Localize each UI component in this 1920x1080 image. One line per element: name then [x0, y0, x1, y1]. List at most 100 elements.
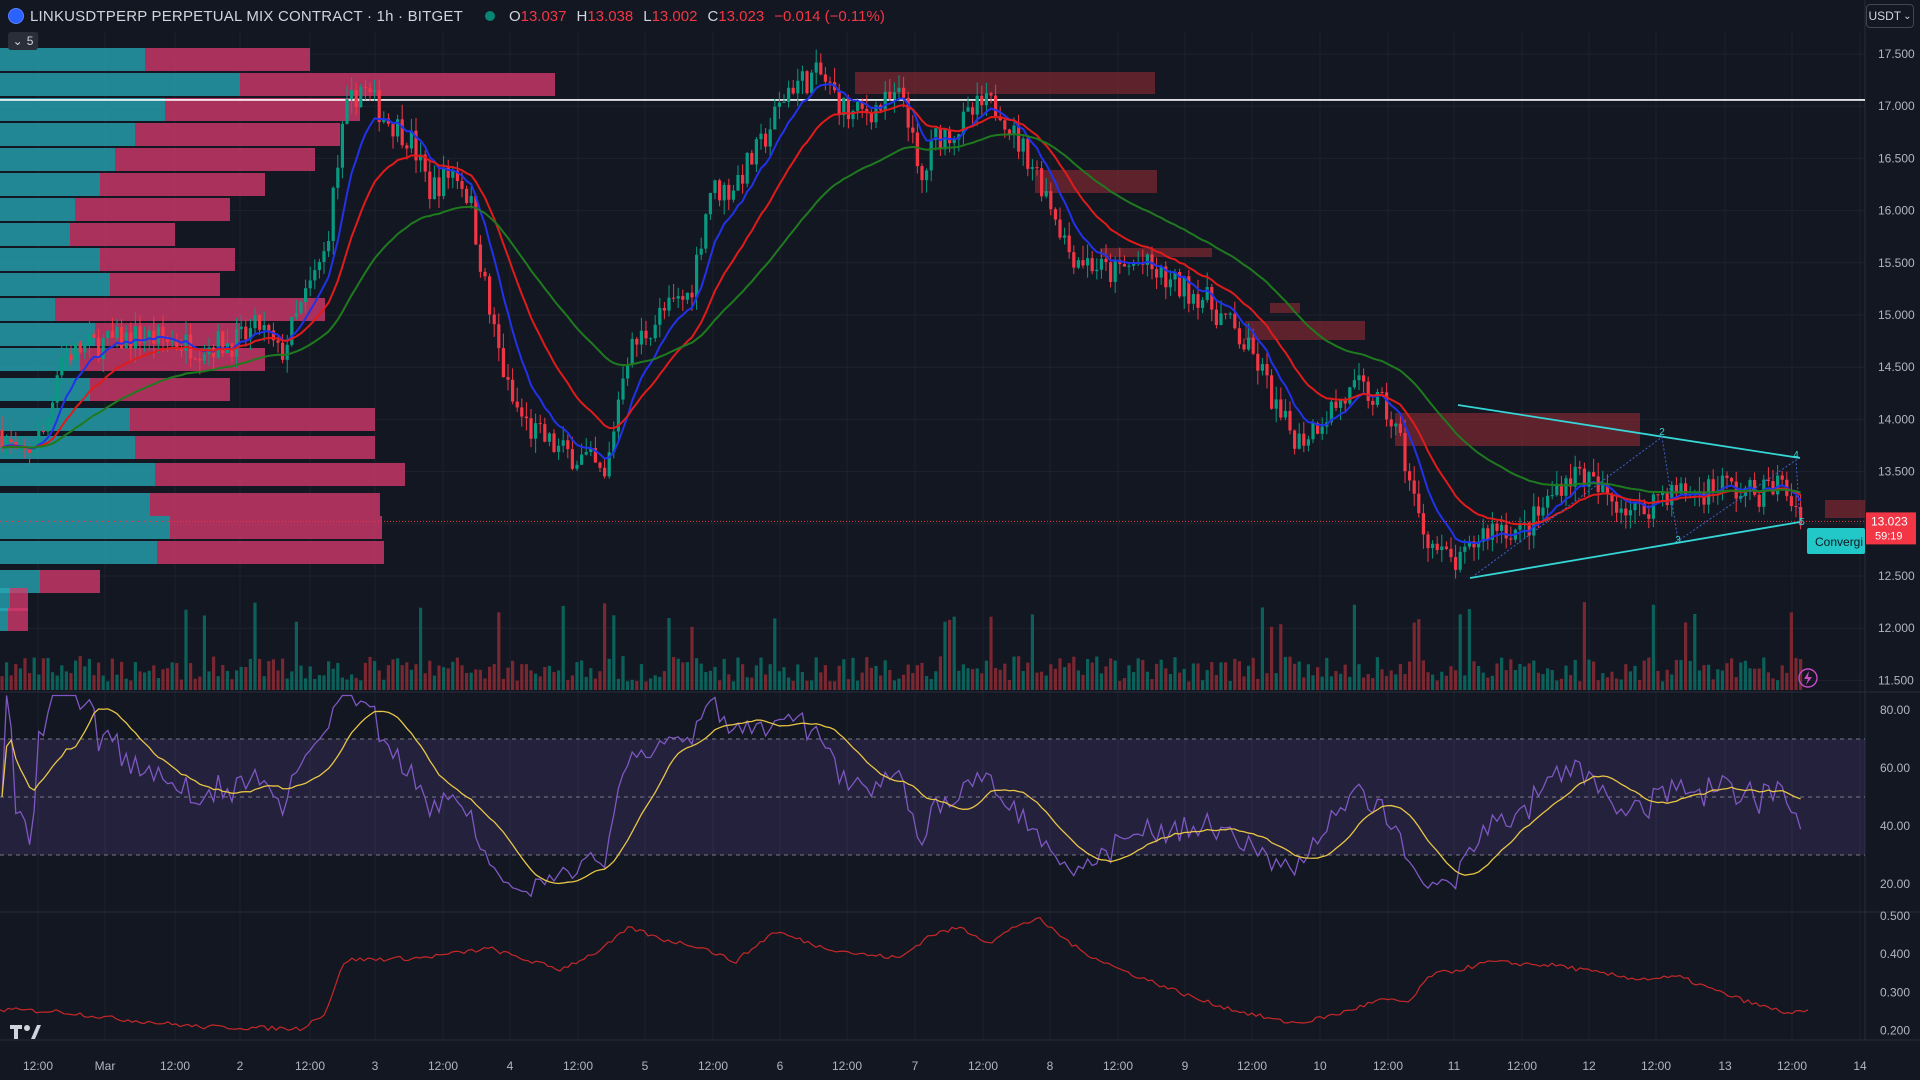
rsi-ma-line[interactable]: [1, 708, 1801, 885]
candle: [32, 443, 36, 458]
volume-bar: [9, 675, 13, 690]
volume-bar: [975, 668, 979, 690]
volume-bar: [23, 658, 27, 690]
candle: [1789, 483, 1793, 512]
candle: [1348, 386, 1352, 406]
candle: [961, 102, 965, 145]
volume-bar: [1076, 670, 1080, 690]
currency-selector[interactable]: USDT ⌄: [1866, 4, 1914, 28]
volume-bar: [1766, 672, 1770, 690]
upper-trendline[interactable]: [1457, 404, 1801, 459]
candle: [515, 387, 519, 412]
symbol-title[interactable]: LINKUSDTPERP PERPETUAL MIX CONTRACT · 1h…: [30, 7, 463, 25]
volume-bar: [281, 658, 285, 690]
ema-fast-line[interactable]: [1, 83, 1802, 545]
candle: [1044, 178, 1048, 199]
vp-up-bar: [0, 463, 155, 486]
price-axis-label: 15.000: [1878, 308, 1915, 322]
volume-bar: [414, 664, 418, 690]
volume-bar: [1743, 660, 1747, 690]
volume-bar: [837, 665, 841, 690]
volume-bar: [124, 678, 128, 690]
candle: [1159, 264, 1163, 285]
time-axis-label: 14: [1853, 1059, 1867, 1073]
candle: [1431, 540, 1435, 559]
volume-bar: [18, 668, 22, 690]
candle: [566, 434, 570, 459]
candle: [488, 273, 492, 324]
volume-bar: [718, 680, 722, 690]
volume-bar: [929, 678, 933, 690]
candle: [184, 321, 188, 365]
indicators-collapse-button[interactable]: ⌄ 5: [8, 32, 38, 50]
candle: [1366, 376, 1370, 409]
volume-bar: [1352, 604, 1356, 690]
volume-bar: [5, 662, 9, 690]
vp-up-bar: [0, 223, 70, 246]
volume-bar: [1564, 665, 1568, 690]
time-axis-label: 10: [1313, 1059, 1327, 1073]
volume-bar: [1794, 657, 1798, 690]
volume-bar: [575, 662, 579, 690]
candle: [442, 155, 446, 200]
candle: [69, 345, 73, 366]
candle: [331, 186, 335, 255]
volume-bar: [1339, 673, 1343, 690]
ema-mid-line[interactable]: [1, 104, 1802, 527]
vp-down-bar: [145, 48, 310, 71]
lower-indicator-line[interactable]: [0, 916, 1809, 1032]
tradingview-logo-icon[interactable]: [10, 1022, 44, 1047]
candle: [143, 326, 147, 352]
candle: [41, 424, 45, 435]
volume-bar: [957, 670, 961, 690]
candle: [667, 285, 671, 317]
candle: [1283, 399, 1287, 421]
volume-bar: [221, 665, 225, 690]
candle: [561, 426, 565, 453]
candle: [1481, 518, 1485, 551]
volume-bar: [1628, 671, 1632, 690]
candle: [23, 438, 27, 458]
candle: [1624, 501, 1628, 529]
ema-slow-line[interactable]: [1, 133, 1801, 494]
volume-bar: [1237, 661, 1241, 690]
rsi-axis-label: 60.00: [1880, 761, 1910, 775]
volume-bar: [704, 672, 708, 690]
candle: [984, 82, 988, 116]
chevron-down-icon: ⌄: [1903, 10, 1912, 22]
volume-bar: [952, 616, 956, 690]
candle: [193, 356, 197, 361]
volume-bar: [1481, 672, 1485, 690]
rsi-line[interactable]: [1, 694, 1802, 898]
volume-bar: [814, 657, 818, 690]
volume-bar: [1431, 674, 1435, 690]
candle: [1155, 257, 1159, 290]
time-axis-label: 12:00: [295, 1059, 325, 1073]
candle: [603, 458, 607, 479]
candle: [681, 289, 685, 311]
volume-bar: [1067, 663, 1071, 690]
volume-bar: [883, 660, 887, 690]
volume-bar: [87, 658, 91, 690]
volume-bar: [511, 660, 515, 690]
pattern-label[interactable]: Convergi: [1807, 528, 1865, 554]
volume-bar: [851, 657, 855, 690]
volume-bar: [662, 671, 666, 690]
volume-bar: [1049, 664, 1053, 690]
candle: [1026, 135, 1030, 177]
lightning-icon[interactable]: [1798, 668, 1818, 688]
volume-bar: [635, 680, 639, 690]
candle: [805, 70, 809, 95]
candle: [1090, 250, 1094, 275]
volume-bar: [1168, 673, 1172, 690]
volume-bar: [1642, 660, 1646, 690]
lower-trendline[interactable]: [1469, 521, 1801, 579]
time-axis-label: 3: [372, 1059, 379, 1073]
candle: [1362, 368, 1366, 395]
candle: [524, 402, 528, 431]
candle: [796, 68, 800, 106]
volume-bar: [428, 660, 432, 690]
time-axis-label: 12:00: [563, 1059, 593, 1073]
